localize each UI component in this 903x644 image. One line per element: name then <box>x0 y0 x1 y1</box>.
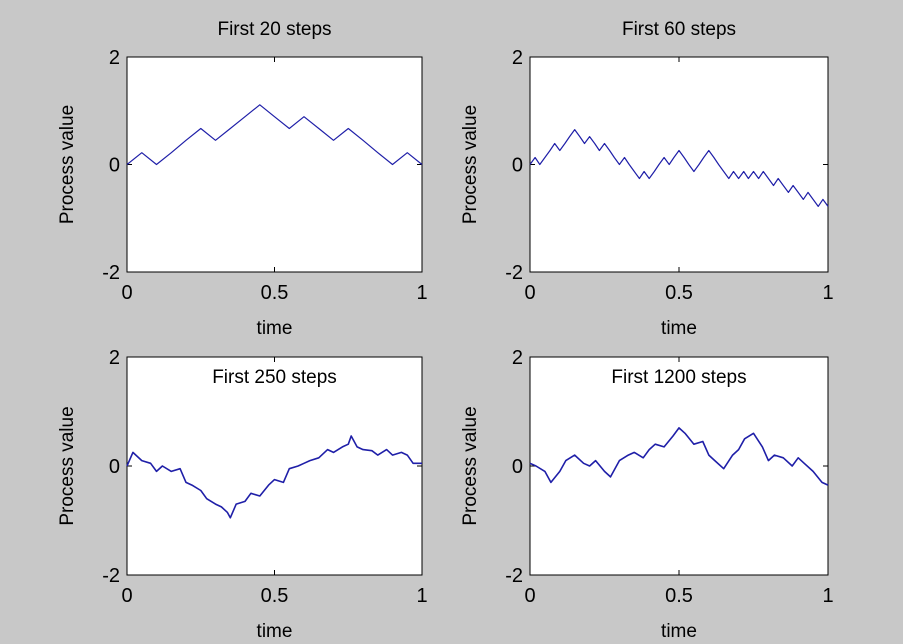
x-tick-label: 1 <box>822 585 833 607</box>
y-tick-label: 0 <box>109 456 120 478</box>
y-tick-label: -2 <box>102 262 120 284</box>
x-tick-label: 0.5 <box>665 282 693 304</box>
chart-title: First 20 steps <box>217 19 331 40</box>
x-tick-label: 0 <box>524 282 535 304</box>
series-line <box>126 435 422 519</box>
axes-box <box>529 56 829 273</box>
axes-box <box>126 356 423 576</box>
y-tick-label: -2 <box>505 565 523 587</box>
y-tick-label: 0 <box>109 155 120 177</box>
x-tick-label: 1 <box>416 282 427 304</box>
x-axis-label: time <box>661 318 697 339</box>
y-tick-label: -2 <box>505 262 523 284</box>
x-axis-label: time <box>257 621 293 642</box>
y-axis-label: Process value <box>460 406 481 525</box>
y-tick-label: 2 <box>109 347 120 369</box>
y-tick-label: 0 <box>512 155 523 177</box>
x-tick-label: 0 <box>121 585 132 607</box>
x-tick-label: 1 <box>416 585 427 607</box>
axes-box <box>126 56 423 273</box>
x-tick-label: 0 <box>121 282 132 304</box>
y-tick-label: 2 <box>512 347 523 369</box>
axes-box <box>529 356 829 576</box>
chart-title: First 250 steps <box>212 367 337 388</box>
x-tick-label: 0.5 <box>261 282 289 304</box>
y-axis-label: Process value <box>57 406 78 525</box>
x-tick-label: 0.5 <box>261 585 289 607</box>
series-line <box>529 129 829 207</box>
y-tick-label: 0 <box>512 456 523 478</box>
y-axis-label: Process value <box>460 105 481 224</box>
chart-title: First 1200 steps <box>611 367 746 388</box>
y-axis-label: Process value <box>57 105 78 224</box>
y-tick-label: -2 <box>102 565 120 587</box>
y-tick-label: 2 <box>109 47 120 69</box>
series-line <box>529 427 829 486</box>
x-axis-label: time <box>661 621 697 642</box>
x-axis-label: time <box>257 318 293 339</box>
y-tick-label: 2 <box>512 47 523 69</box>
series-line <box>126 104 423 166</box>
chart-title: First 60 steps <box>622 19 736 40</box>
x-tick-label: 0.5 <box>665 585 693 607</box>
x-tick-label: 1 <box>822 282 833 304</box>
x-tick-label: 0 <box>524 585 535 607</box>
